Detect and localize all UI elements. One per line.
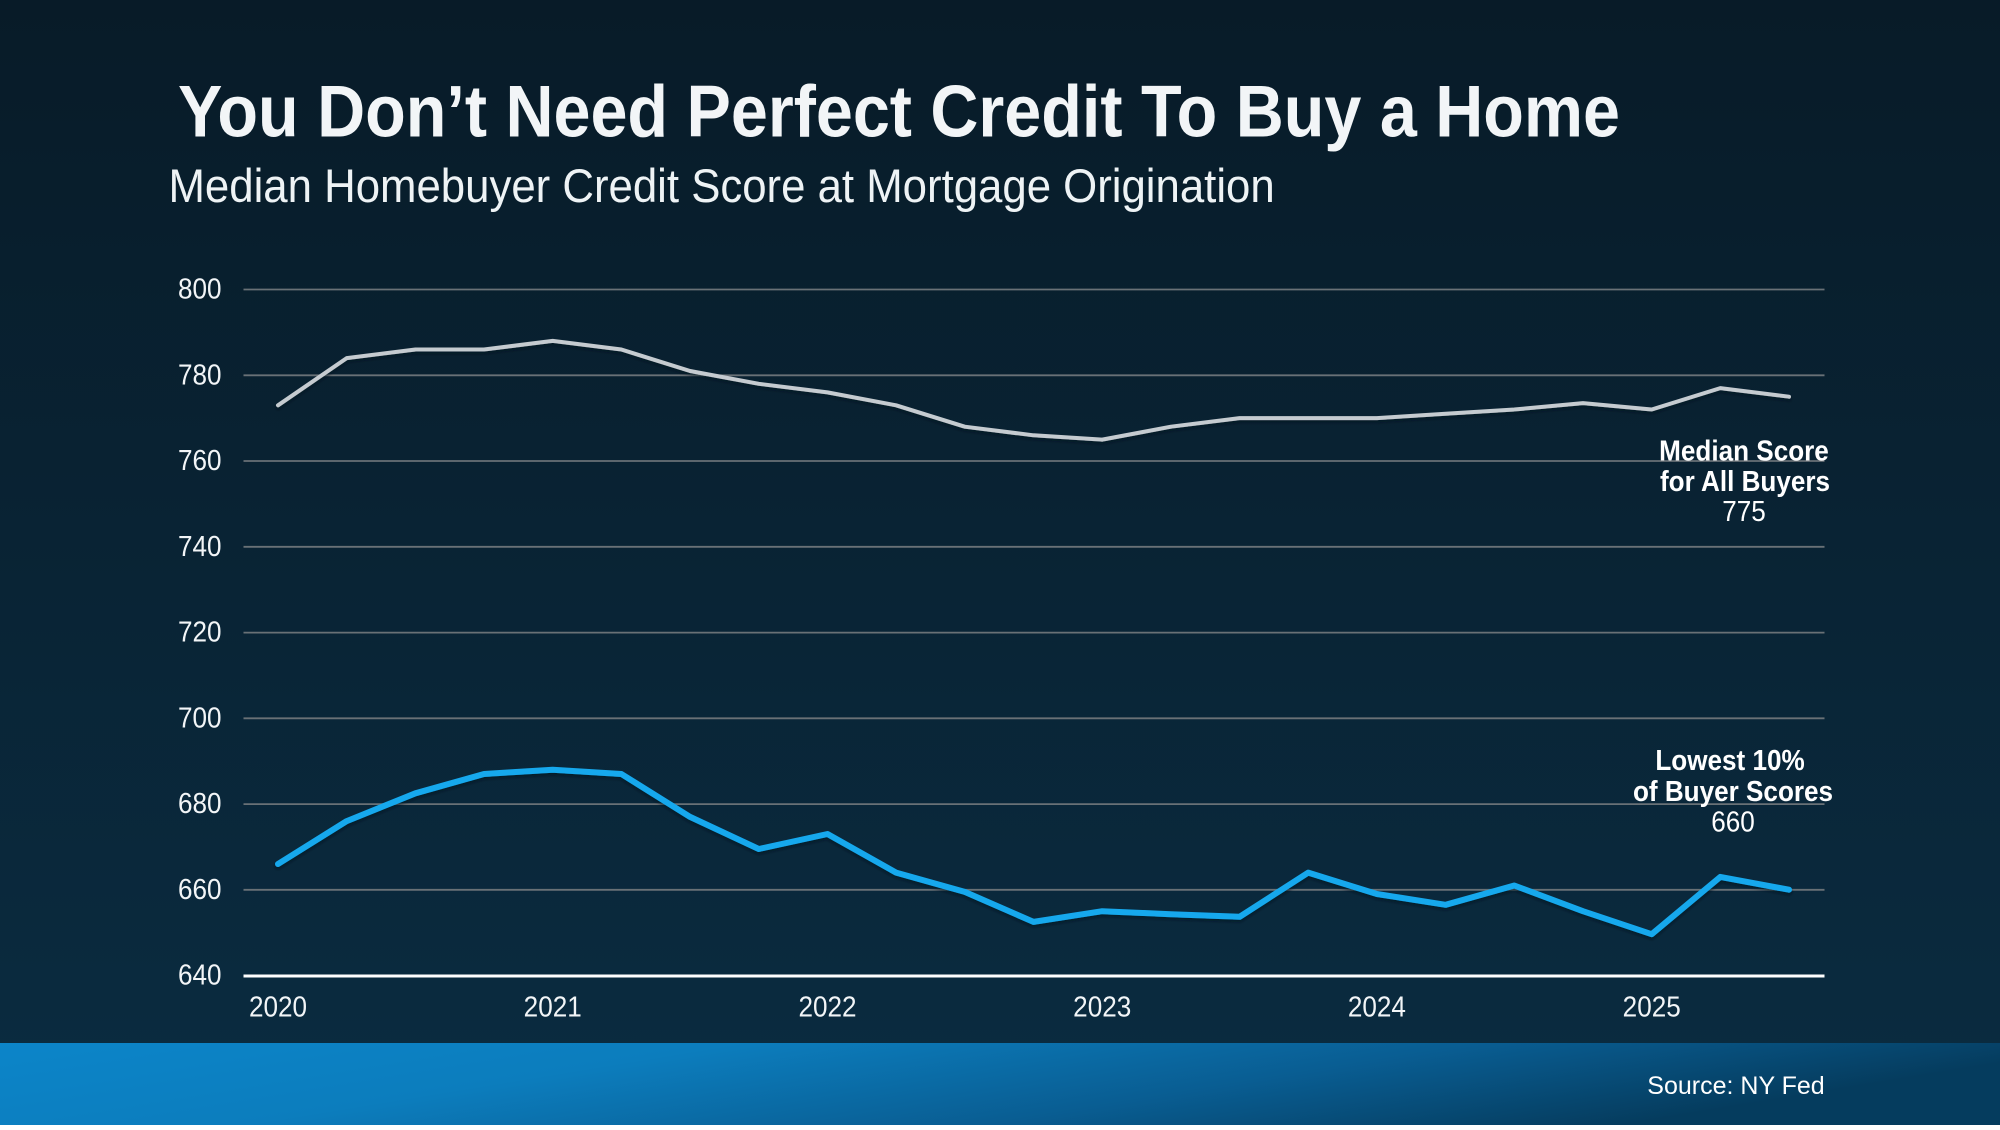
svg-text:760: 760 bbox=[178, 444, 222, 477]
svg-text:740: 740 bbox=[178, 530, 222, 563]
svg-text:780: 780 bbox=[178, 358, 222, 391]
svg-text:640: 640 bbox=[178, 958, 222, 991]
svg-text:for All Buyers: for All Buyers bbox=[1660, 465, 1830, 498]
svg-text:2020: 2020 bbox=[249, 990, 307, 1023]
svg-text:Median Score: Median Score bbox=[1659, 434, 1829, 467]
svg-text:700: 700 bbox=[178, 701, 222, 734]
svg-text:Lowest 10%: Lowest 10% bbox=[1655, 744, 1804, 777]
svg-text:800: 800 bbox=[178, 272, 222, 305]
svg-text:660: 660 bbox=[178, 873, 222, 906]
svg-text:Source: NY Fed: Source: NY Fed bbox=[1647, 1072, 1824, 1100]
svg-text:720: 720 bbox=[178, 615, 222, 648]
svg-text:2022: 2022 bbox=[798, 990, 856, 1023]
svg-text:2025: 2025 bbox=[1623, 990, 1681, 1023]
svg-text:You Don’t Need Perfect Credit: You Don’t Need Perfect Credit To Buy a H… bbox=[178, 71, 1620, 153]
svg-text:775: 775 bbox=[1722, 495, 1766, 528]
svg-text:2023: 2023 bbox=[1073, 990, 1131, 1023]
svg-text:2024: 2024 bbox=[1348, 990, 1406, 1023]
svg-text:2021: 2021 bbox=[524, 990, 582, 1023]
svg-text:of Buyer Scores: of Buyer Scores bbox=[1633, 775, 1833, 808]
svg-text:Median Homebuyer Credit Score: Median Homebuyer Credit Score at Mortgag… bbox=[169, 160, 1275, 213]
svg-text:680: 680 bbox=[178, 787, 222, 820]
svg-text:660: 660 bbox=[1711, 805, 1755, 838]
